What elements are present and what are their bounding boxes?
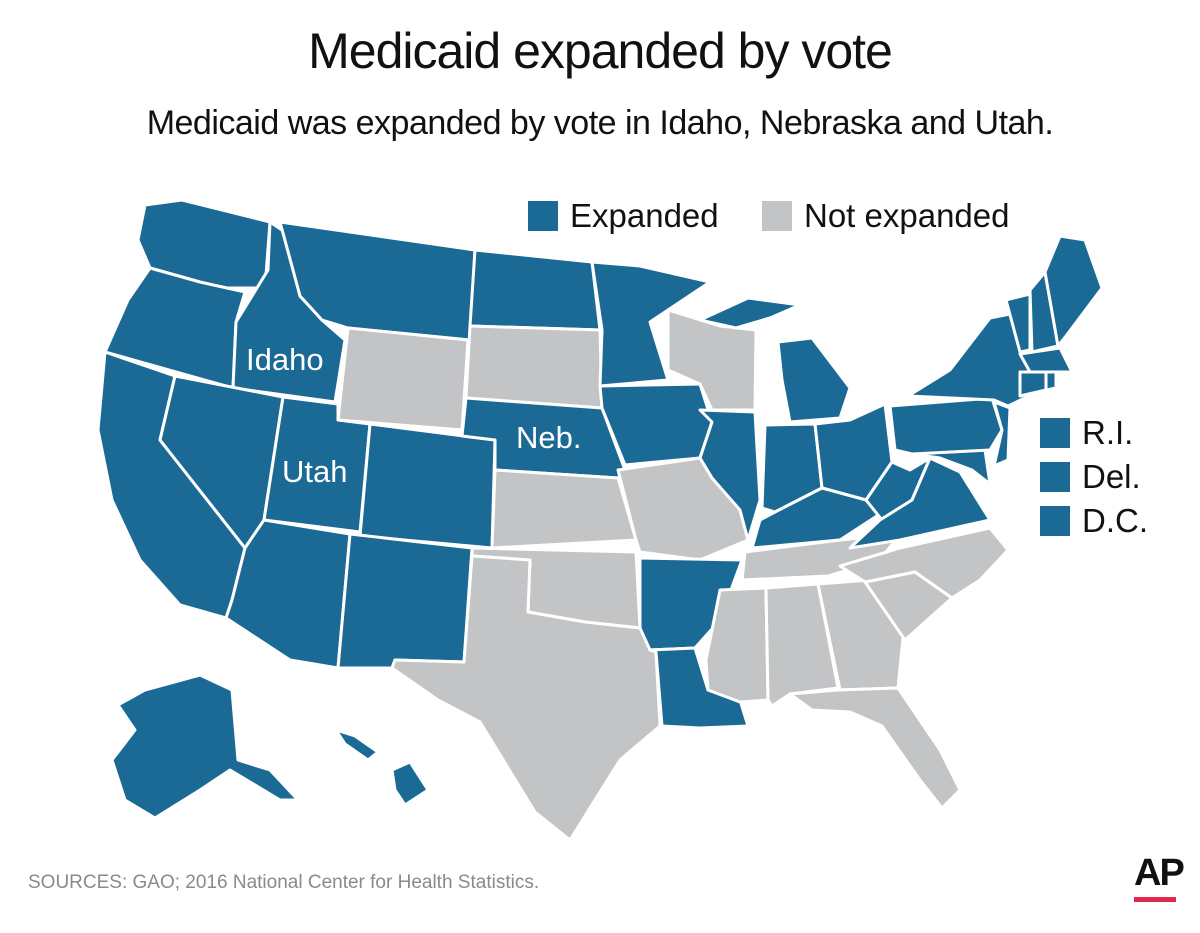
state-CT <box>1018 370 1048 398</box>
small-state-ri-swatch <box>1040 418 1070 448</box>
legend-not-expanded-label: Not expanded <box>804 197 1010 234</box>
state-VA <box>848 456 992 550</box>
state-MA <box>1018 346 1074 374</box>
state-TX <box>390 554 662 842</box>
map-label-idaho: Idaho <box>246 342 324 377</box>
legend-not-expanded-swatch <box>762 201 792 231</box>
state-VT <box>1004 292 1032 354</box>
state-KS <box>490 468 638 550</box>
state-FL <box>788 686 962 810</box>
state-MI <box>776 336 852 424</box>
state-SD <box>464 324 604 410</box>
state-LA <box>648 646 750 730</box>
state-WY <box>336 326 470 432</box>
state-IL <box>698 408 762 542</box>
map-label-utah: Utah <box>282 454 347 489</box>
state-AK <box>110 673 300 820</box>
state-ME <box>1043 234 1104 348</box>
legend-expanded: Expanded <box>528 197 719 235</box>
legend-expanded-label: Expanded <box>570 197 719 234</box>
small-state-dc-swatch <box>1040 506 1070 536</box>
page-subtitle: Medicaid was expanded by vote in Idaho, … <box>146 104 1054 142</box>
legend-not-expanded: Not expanded <box>762 197 1010 235</box>
small-state-del: Del. <box>1040 458 1141 496</box>
state-CO <box>358 422 497 550</box>
ap-logo: AP <box>1134 852 1185 894</box>
state-ND <box>468 248 602 332</box>
sources-note: SOURCES: GAO; 2016 National Center for H… <box>28 872 540 893</box>
state-NC <box>838 526 1010 600</box>
small-state-del-label: Del. <box>1082 458 1141 495</box>
small-state-del-swatch <box>1040 462 1070 492</box>
legend-expanded-swatch <box>528 201 558 231</box>
state-PA <box>888 396 1004 456</box>
small-state-dc: D.C. <box>1040 502 1148 540</box>
page-title: Medicaid expanded by vote <box>308 23 893 79</box>
map-label-nebraska: Neb. <box>516 420 581 455</box>
small-state-ri-label: R.I. <box>1082 414 1134 451</box>
small-state-ri: R.I. <box>1040 414 1133 452</box>
state-NM <box>336 532 474 670</box>
state-MI-upper <box>698 296 802 330</box>
state-HI-small <box>334 728 380 762</box>
small-state-dc-label: D.C. <box>1082 502 1148 539</box>
state-HI <box>390 760 430 807</box>
ap-logo-underline <box>1134 897 1176 902</box>
state-RI <box>1044 370 1058 392</box>
state-MN <box>590 260 712 388</box>
